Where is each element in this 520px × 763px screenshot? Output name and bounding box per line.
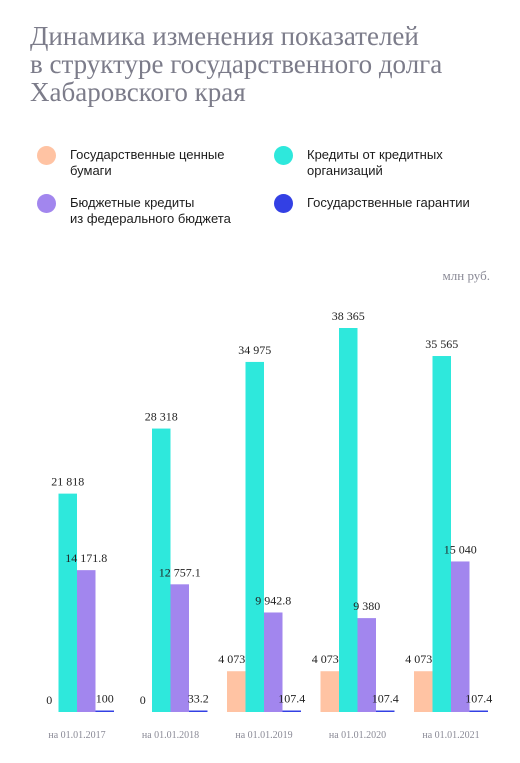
bar-guarantees-2 xyxy=(189,710,208,712)
bar-securities-3 xyxy=(227,671,246,712)
legend-label-budget-loans-2: из федерального бюджета xyxy=(70,211,231,226)
data-label-bank-loans-2: 28 318 xyxy=(145,410,178,424)
data-label-guarantees-1: 100 xyxy=(96,692,114,706)
legend-item-guarantees: Государственные гарантии xyxy=(274,194,470,213)
data-label-budget-loans-4: 9 380 xyxy=(353,599,380,613)
legend-item-bank-loans: Кредиты от кредитных организаций xyxy=(274,146,443,179)
bar-guarantees-1 xyxy=(95,710,114,712)
data-label-budget-loans-1: 14 171.8 xyxy=(65,551,107,565)
legend-label-guarantees: Государственные гарантии xyxy=(307,195,470,210)
title-line-3: Хабаровского края xyxy=(30,77,246,107)
legend-label-securities-1: Государственные ценные xyxy=(70,147,225,162)
chart-title: Динамика изменения показателей в структу… xyxy=(30,22,500,106)
title-line-1: Динамика изменения показателей xyxy=(30,21,419,51)
data-label-guarantees-5: 107.4 xyxy=(465,692,492,706)
legend-label-securities-2: бумаги xyxy=(70,163,112,178)
legend-item-securities: Государственные ценные бумаги xyxy=(37,146,225,179)
bar-budget-loans-4 xyxy=(357,618,376,712)
data-label-guarantees-3: 107.4 xyxy=(278,692,305,706)
bar-bank-loans-5 xyxy=(432,356,451,712)
x-tick-label-2: на 01.01.2018 xyxy=(142,730,199,741)
legend-swatch-budget-loans xyxy=(37,194,56,213)
legend-swatch-bank-loans xyxy=(274,146,293,165)
bar-budget-loans-3 xyxy=(264,612,283,712)
bar-guarantees-5 xyxy=(469,710,488,712)
data-label-bank-loans-4: 38 365 xyxy=(332,309,365,323)
data-label-securities-1: 0 xyxy=(46,693,52,707)
bar-securities-5 xyxy=(414,671,433,712)
bar-bank-loans-3 xyxy=(245,361,264,712)
bar-guarantees-3 xyxy=(282,710,301,712)
data-label-budget-loans-2: 12 757.1 xyxy=(159,565,201,579)
bar-bank-loans-4 xyxy=(339,328,358,712)
data-label-securities-3: 4 073.9 xyxy=(218,652,254,666)
legend-swatch-guarantees xyxy=(274,194,293,213)
bar-securities-4 xyxy=(320,671,339,712)
data-label-securities-2: 0 xyxy=(140,693,146,707)
bar-budget-loans-2 xyxy=(170,584,189,712)
data-label-budget-loans-3: 9 942.8 xyxy=(255,593,291,607)
data-label-bank-loans-5: 35 565 xyxy=(425,337,458,351)
data-label-bank-loans-1: 21 818 xyxy=(51,475,84,489)
legend-item-budget-loans: Бюджетные кредиты из федерального бюджет… xyxy=(37,194,231,227)
title-line-2: в структуре государственного долга xyxy=(30,49,443,79)
unit-label: млн руб. xyxy=(442,268,490,283)
data-label-securities-4: 4 073.9 xyxy=(312,652,348,666)
data-label-guarantees-4: 107.4 xyxy=(372,692,399,706)
bar-bank-loans-1 xyxy=(58,493,77,712)
legend-swatch-securities xyxy=(37,146,56,165)
legend-label-budget-loans-1: Бюджетные кредиты xyxy=(70,195,195,210)
legend-label-bank-loans-1: Кредиты от кредитных xyxy=(307,147,443,162)
data-label-bank-loans-3: 34 975 xyxy=(238,343,271,357)
x-tick-label-1: на 01.01.2017 xyxy=(48,730,105,741)
x-tick-label-3: на 01.01.2019 xyxy=(235,730,292,741)
bar-guarantees-4 xyxy=(376,710,395,712)
bar-budget-loans-5 xyxy=(451,561,470,712)
bar-budget-loans-1 xyxy=(77,570,96,712)
data-label-budget-loans-5: 15 040 xyxy=(444,542,477,556)
legend-label-bank-loans-2: организаций xyxy=(307,163,383,178)
x-tick-label-5: на 01.01.2021 xyxy=(422,730,479,741)
data-label-guarantees-2: 33.2 xyxy=(188,692,209,706)
bar-bank-loans-2 xyxy=(152,428,171,712)
data-label-securities-5: 4 073.9 xyxy=(405,652,441,666)
x-tick-label-4: на 01.01.2020 xyxy=(329,730,386,741)
